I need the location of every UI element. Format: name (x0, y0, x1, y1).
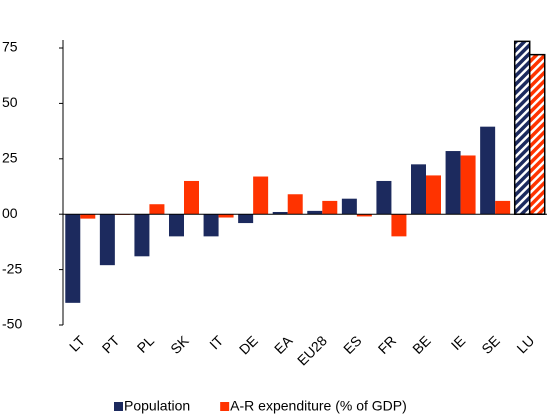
x-tick-label: PT (99, 332, 123, 356)
bar (218, 214, 234, 218)
x-tick-label: LU (513, 332, 537, 356)
x-tick-label: PL (134, 332, 158, 356)
bar (322, 200, 338, 215)
bar (391, 214, 407, 237)
x-tick-label: IT (206, 332, 226, 352)
bar (184, 180, 199, 215)
bar (65, 214, 81, 303)
x-tick-label: EA (271, 332, 296, 357)
y-tick-label: 25 (2, 150, 18, 166)
bar (480, 126, 496, 215)
bar (272, 211, 288, 215)
y-tick-label: 00 (2, 205, 18, 221)
bar (238, 214, 254, 224)
bar (356, 214, 372, 217)
y-tick-label: -25 (2, 260, 22, 276)
bar (169, 214, 184, 237)
bar (287, 194, 303, 215)
y-tick-label: -50 (2, 316, 22, 332)
x-tick-label: FR (375, 332, 400, 357)
bar (80, 214, 96, 219)
x-tick-label: EU28 (294, 332, 330, 368)
x-tick-label: DE (236, 332, 261, 357)
legend-swatch (114, 402, 123, 411)
bar (460, 155, 476, 215)
bar (445, 151, 461, 215)
bar (203, 214, 219, 237)
bar (134, 214, 150, 257)
legend-label: A-R expenditure (% of GDP) (230, 398, 407, 414)
x-tick-label: SE (478, 332, 503, 357)
bar (528, 53, 546, 215)
bar (149, 204, 165, 215)
x-tick-label: BE (409, 332, 434, 357)
bar (426, 175, 441, 215)
bar (253, 176, 269, 215)
x-tick-label: IE (448, 332, 469, 353)
x-tick-label: LT (66, 332, 88, 354)
bar (341, 198, 357, 215)
bar (307, 210, 323, 215)
y-tick-label: 75 (2, 39, 18, 55)
x-tick-label: ES (340, 332, 365, 357)
legend-label: Population (124, 398, 190, 414)
bar (99, 214, 115, 266)
bar (411, 164, 426, 215)
y-tick-label: 50 (2, 94, 18, 110)
bar (495, 200, 511, 215)
bar (513, 40, 531, 215)
bar (376, 180, 392, 215)
legend-swatch (220, 402, 230, 411)
x-tick-label: SK (167, 332, 192, 357)
